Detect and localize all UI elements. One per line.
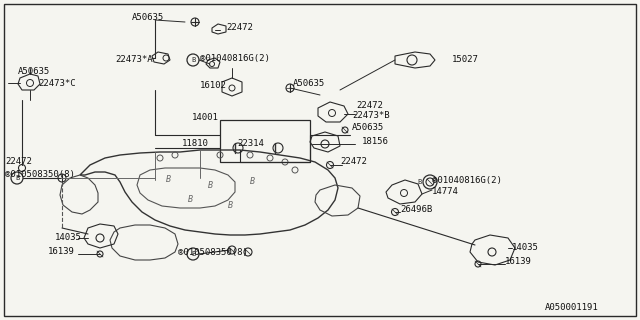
Text: 14001: 14001 [192, 114, 219, 123]
Text: B: B [191, 57, 195, 63]
Text: 22472: 22472 [5, 157, 32, 166]
Text: A50635: A50635 [352, 123, 384, 132]
Text: 15027: 15027 [452, 55, 479, 65]
Text: B: B [166, 175, 170, 185]
Text: 18156: 18156 [362, 137, 389, 146]
Text: 22472: 22472 [226, 23, 253, 33]
Text: B: B [418, 179, 422, 185]
Text: ®01040816G(2): ®01040816G(2) [432, 175, 502, 185]
Text: ®010508350(8): ®010508350(8) [178, 247, 248, 257]
Text: 16102: 16102 [200, 81, 227, 90]
Text: 22473*B: 22473*B [352, 111, 390, 121]
Text: ®01040816G(2): ®01040816G(2) [200, 53, 270, 62]
Text: 16139: 16139 [505, 258, 532, 267]
Bar [220, 120, 310, 162]
Text: B: B [207, 180, 212, 189]
Text: B: B [15, 175, 19, 181]
Text: 22314: 22314 [237, 139, 264, 148]
Text: 26496B: 26496B [400, 205, 432, 214]
Text: A050001191: A050001191 [545, 303, 599, 313]
Text: 14035: 14035 [55, 234, 82, 243]
Text: 22473*A: 22473*A [115, 55, 152, 65]
Text: 11810: 11810 [182, 139, 209, 148]
Text: 22472: 22472 [340, 157, 367, 166]
Text: 22473*C: 22473*C [38, 79, 76, 89]
Text: 14774: 14774 [432, 188, 459, 196]
Text: A50635: A50635 [132, 13, 164, 22]
Text: B: B [227, 201, 232, 210]
Text: 22472: 22472 [356, 100, 383, 109]
Text: A50635: A50635 [293, 78, 325, 87]
Text: ®010508350(8): ®010508350(8) [5, 171, 75, 180]
Text: B: B [191, 251, 195, 257]
Text: B: B [250, 178, 255, 187]
Text: 16139: 16139 [48, 247, 75, 257]
Text: B: B [188, 196, 193, 204]
Text: 14035: 14035 [512, 243, 539, 252]
Text: A50635: A50635 [18, 68, 51, 76]
